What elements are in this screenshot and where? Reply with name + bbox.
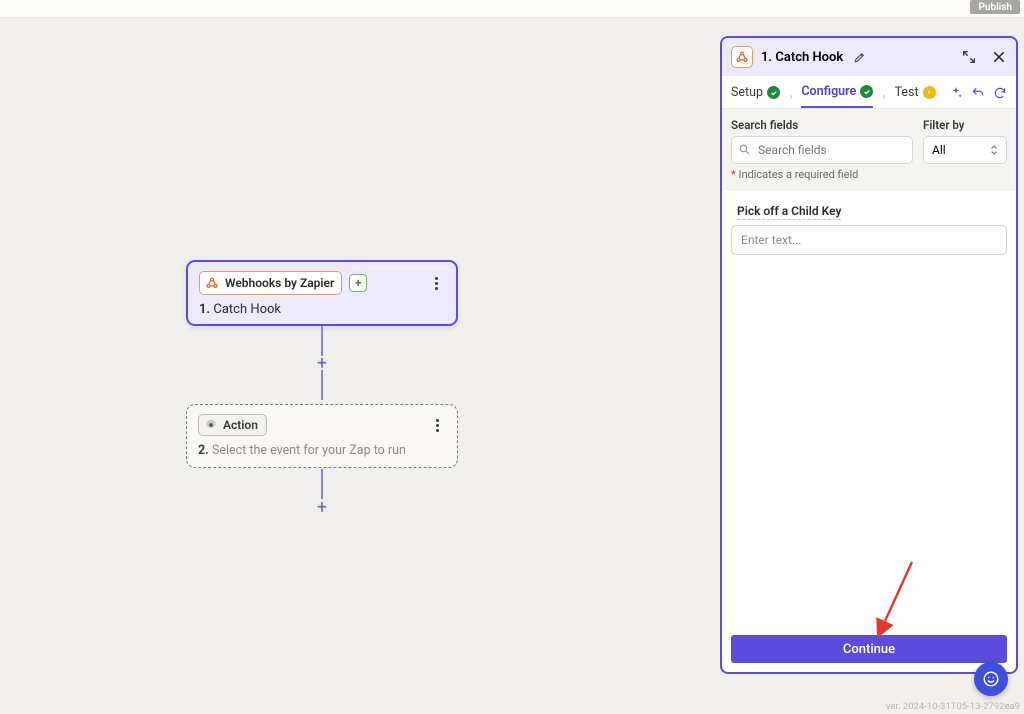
- refresh-icon[interactable]: [993, 86, 1007, 100]
- gear-icon: [204, 418, 218, 432]
- step-title: 1. Catch Hook: [199, 302, 445, 317]
- connector-line: [321, 469, 323, 499]
- status-warn-icon: [923, 86, 936, 99]
- filter-by-label: Filter by: [923, 118, 1007, 132]
- panel-tabs: Setup › Configure › Test: [722, 76, 1016, 109]
- filter-value: All: [932, 143, 946, 157]
- connector-line: [321, 370, 323, 400]
- chat-icon: [982, 670, 1000, 688]
- tab-test[interactable]: Test: [895, 85, 936, 107]
- step-menu-button[interactable]: [428, 416, 446, 434]
- continue-button[interactable]: Continue: [731, 635, 1007, 663]
- tab-setup[interactable]: Setup: [731, 85, 780, 107]
- step-config-panel: 1. Catch Hook Setup › Configure › Test S…: [720, 36, 1018, 674]
- status-ok-icon: [860, 85, 873, 98]
- ai-sparkle-icon[interactable]: [949, 86, 963, 100]
- webhook-icon: [731, 46, 753, 68]
- chevron-right-icon: ›: [882, 90, 885, 103]
- step-menu-button[interactable]: [427, 274, 445, 292]
- search-icon: [738, 143, 751, 156]
- app-chip-webhooks[interactable]: Webhooks by Zapier: [199, 271, 342, 295]
- action-chip[interactable]: Action: [198, 414, 267, 436]
- select-caret-icon: [988, 143, 1000, 157]
- panel-body: Pick off a Child Key Enter text...: [722, 190, 1016, 626]
- tab-configure[interactable]: Configure: [801, 84, 873, 108]
- panel-title: 1. Catch Hook: [761, 50, 843, 65]
- step-prompt: 2. Select the event for your Zap to run: [198, 443, 446, 458]
- child-key-label: Pick off a Child Key: [737, 204, 841, 220]
- status-ok-icon: [767, 86, 780, 99]
- top-bar: Publish: [0, 0, 1024, 18]
- chevron-right-icon: ›: [789, 90, 792, 103]
- required-note: * Indicates a required field: [731, 168, 1007, 181]
- connector-line: [321, 326, 323, 356]
- child-key-input[interactable]: Enter text...: [731, 225, 1007, 255]
- filter-select[interactable]: All: [923, 136, 1007, 164]
- rename-icon[interactable]: [853, 51, 866, 64]
- undo-icon[interactable]: [971, 86, 985, 100]
- add-step-button[interactable]: +: [313, 498, 331, 516]
- search-fields-input[interactable]: [731, 136, 913, 164]
- panel-header: 1. Catch Hook: [722, 38, 1016, 76]
- panel-footer: Continue: [722, 626, 1016, 672]
- publish-button[interactable]: Publish: [970, 0, 1020, 14]
- app-chip-label: Webhooks by Zapier: [225, 276, 334, 290]
- action-placeholder-card[interactable]: Action 2. Select the event for your Zap …: [186, 404, 458, 468]
- search-fields-label: Search fields: [731, 118, 913, 132]
- expand-icon[interactable]: [961, 49, 977, 65]
- webhook-icon: [204, 275, 220, 291]
- trigger-card[interactable]: Webhooks by Zapier + 1. Catch Hook: [186, 260, 458, 326]
- close-icon[interactable]: [991, 49, 1007, 65]
- fields-toolbar: Search fields Filter by All * Indicates …: [722, 109, 1016, 190]
- help-fab[interactable]: [974, 662, 1008, 696]
- action-chip-label: Action: [223, 418, 258, 432]
- add-app-button[interactable]: +: [349, 274, 367, 292]
- version-label: ver. 2024-10-31T05-13-2792ea9: [886, 701, 1020, 712]
